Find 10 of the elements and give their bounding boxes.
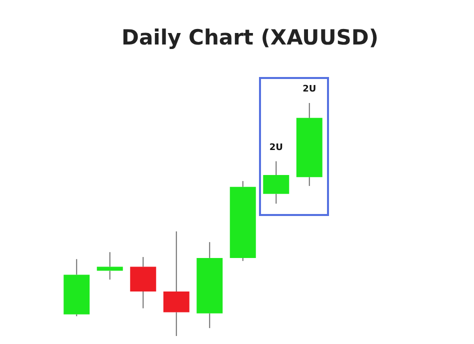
candlestick [263,160,290,204]
candlestick [230,180,256,262]
annotation: 2U [269,142,283,153]
candlestick [163,230,190,336]
candlestick [296,102,322,186]
candlestick [196,242,223,329]
candlestick [96,252,123,280]
candlestick [130,256,156,309]
chart-title: Daily Chart (XAUUSD) [122,26,378,50]
text: 2U [302,84,316,94]
